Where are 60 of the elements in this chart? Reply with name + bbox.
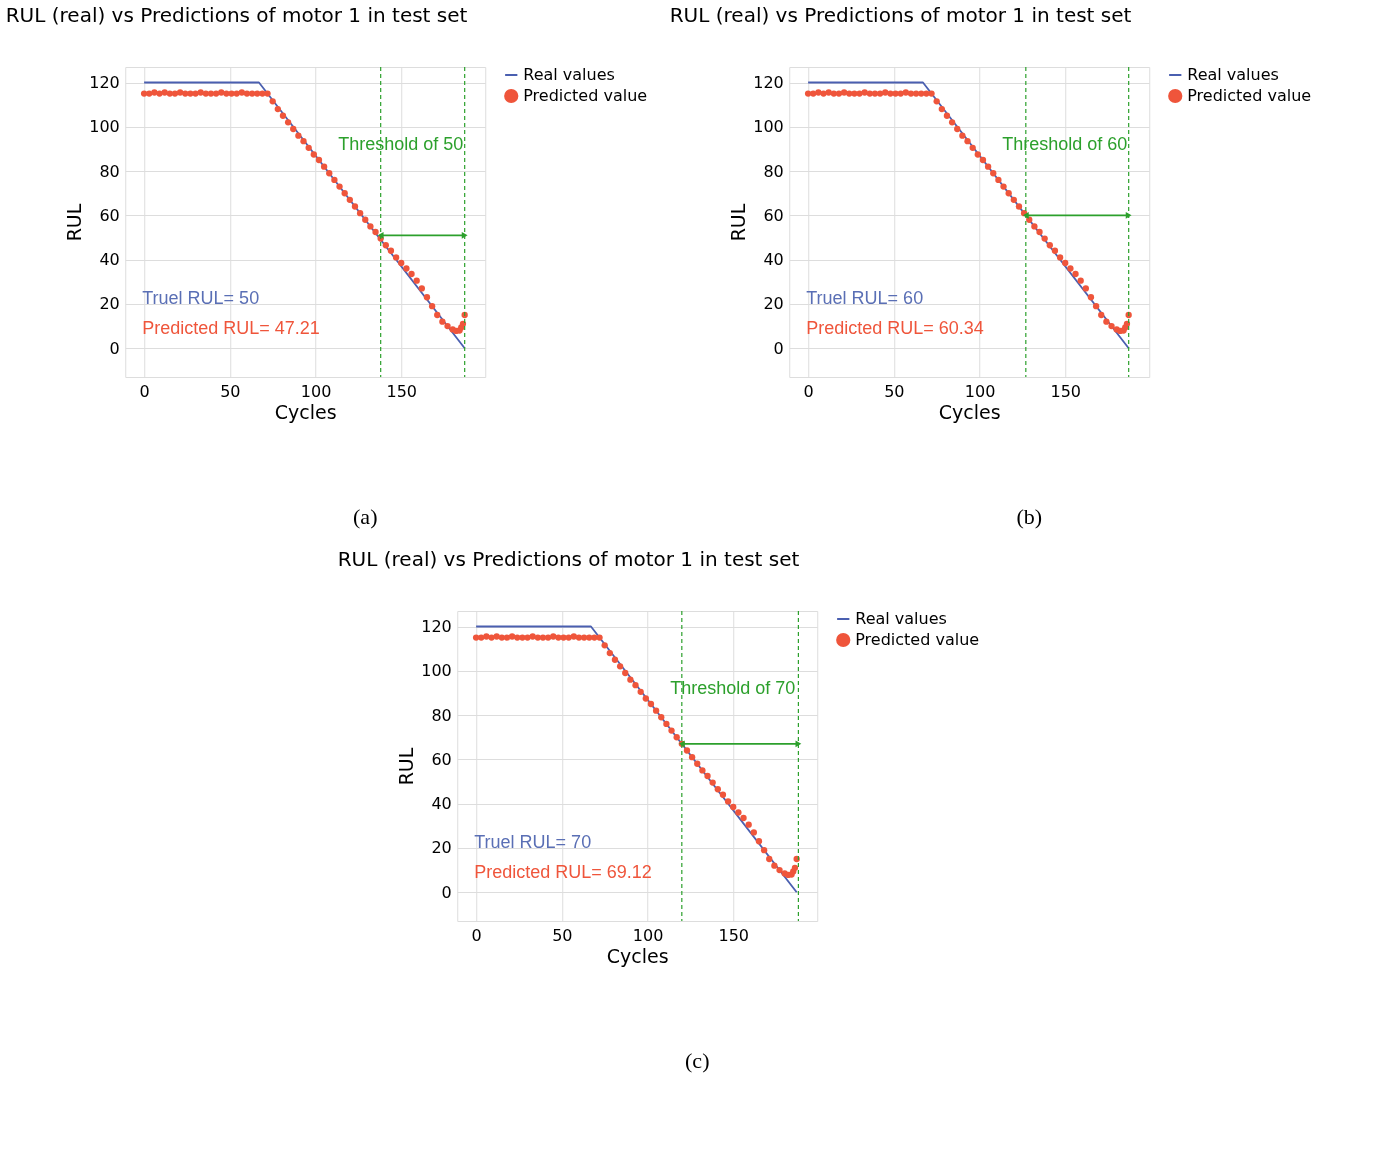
text: (c) — [685, 1048, 710, 1073]
y-tick-label: 100 — [89, 117, 120, 137]
y-tick-label: 60 — [99, 205, 120, 225]
legend-label: Predicted value — [1187, 86, 1312, 105]
legend-label: Real values — [1187, 65, 1279, 84]
y-tick-label: 0 — [109, 338, 120, 358]
y-tick-label: 120 — [753, 73, 784, 92]
legend-label: Predicted value — [855, 630, 980, 649]
annotation: Threshold of 60 — [1002, 134, 1128, 154]
y-axis-title: RUL — [63, 203, 86, 242]
y-tick-label: 80 — [431, 705, 452, 725]
text: (a) — [353, 504, 378, 529]
y-tick-label: 100 — [421, 661, 452, 681]
y-axis-title: RUL — [395, 747, 418, 786]
x-axis-title: Cycles — [274, 400, 337, 423]
x-tick-label: 0 — [139, 381, 150, 401]
x-tick-label: 100 — [964, 381, 996, 401]
x-tick-label: 0 — [803, 381, 814, 401]
y-tick-label: 40 — [431, 794, 452, 814]
chart-title: RUL (real) vs Predictions of motor 1 in test set — [669, 3, 1132, 28]
annotation: Predicted RUL= 47.21 — [142, 318, 320, 338]
x-tick-label: 0 — [471, 925, 482, 945]
x-tick-label: 150 — [386, 381, 418, 401]
x-axis-title: Cycles — [938, 400, 1001, 423]
legend-label: Real values — [855, 609, 947, 628]
y-tick-label: 80 — [763, 161, 784, 181]
x-tick-label: 50 — [884, 381, 905, 401]
annotation: Threshold of 70 — [670, 678, 796, 698]
y-tick-label: 40 — [763, 250, 784, 270]
x-axis-title: Cycles — [606, 944, 669, 967]
annotation: Truel RUL= 50 — [142, 288, 260, 308]
chart-title: RUL (real) vs Predictions of motor 1 in test set — [337, 547, 800, 572]
y-tick-label: 120 — [421, 617, 452, 636]
y-tick-label: 20 — [763, 294, 784, 314]
annotation: Threshold of 50 — [338, 134, 464, 154]
y-tick-label: 60 — [431, 749, 452, 769]
x-tick-label: 150 — [1050, 381, 1082, 401]
y-tick-label: 0 — [773, 338, 784, 358]
x-tick-label: 50 — [552, 925, 573, 945]
annotation: Truel RUL= 70 — [474, 832, 592, 852]
annotation: Predicted RUL= 60.34 — [806, 318, 984, 338]
y-tick-label: 20 — [99, 294, 120, 314]
y-tick-label: 20 — [431, 838, 452, 858]
y-tick-label: 120 — [89, 73, 120, 92]
legend-label: Real values — [523, 65, 615, 84]
chart-title: RUL (real) vs Predictions of motor 1 in test set — [5, 3, 468, 28]
legend-label: Predicted value — [523, 86, 648, 105]
annotation: Truel RUL= 60 — [806, 288, 924, 308]
y-tick-label: 40 — [99, 250, 120, 270]
y-tick-label: 0 — [441, 882, 452, 902]
x-tick-label: 100 — [632, 925, 664, 945]
annotation: Predicted RUL= 69.12 — [474, 862, 652, 882]
y-tick-label: 60 — [763, 205, 784, 225]
x-tick-label: 100 — [300, 381, 332, 401]
y-tick-label: 80 — [99, 161, 120, 181]
x-tick-label: 50 — [220, 381, 241, 401]
text: (b) — [1016, 504, 1043, 529]
y-tick-label: 100 — [753, 117, 784, 137]
x-tick-label: 150 — [718, 925, 750, 945]
y-axis-title: RUL — [727, 203, 750, 242]
